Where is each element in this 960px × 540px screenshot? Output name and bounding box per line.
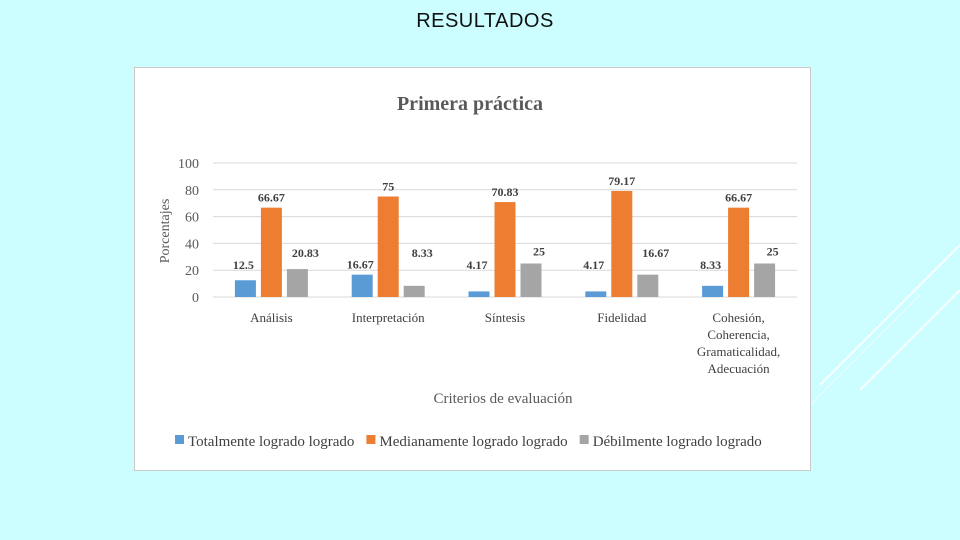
bar — [585, 291, 607, 297]
x-tick-label-line: Cohesión, — [712, 310, 764, 325]
data-label: 16.67 — [347, 258, 374, 272]
x-tick-label: Síntesis — [485, 310, 525, 325]
bar — [728, 207, 750, 297]
legend-swatch — [579, 435, 589, 444]
x-tick-label: Interpretación — [352, 310, 425, 325]
data-label: 8.33 — [700, 258, 721, 272]
bar — [611, 190, 633, 297]
slide-title: RESULTADOS — [416, 10, 554, 32]
x-tick-label-line: Gramaticalidad, — [697, 344, 780, 359]
data-label: 16.67 — [642, 246, 669, 260]
data-label: 12.5 — [233, 258, 254, 272]
bar — [468, 291, 490, 297]
data-label: 4.17 — [467, 258, 488, 272]
x-tick-label-line: Adecuación — [708, 361, 771, 376]
data-label: 75 — [382, 180, 394, 194]
data-label: 20.83 — [292, 246, 319, 260]
x-axis-label: Criterios de evaluación — [433, 391, 573, 407]
data-label: 25 — [767, 245, 779, 259]
data-label: 66.67 — [725, 191, 752, 205]
x-tick-label-line: Interpretación — [352, 310, 425, 325]
bar — [260, 207, 282, 297]
y-tick-label: 80 — [185, 184, 199, 199]
chart-title: Primera práctica — [397, 93, 543, 115]
decorative-lines — [809, 244, 960, 406]
bar — [403, 285, 425, 297]
data-label: 70.83 — [492, 185, 519, 199]
bar — [702, 285, 724, 297]
x-tick-label-line: Fidelidad — [597, 310, 647, 325]
bar — [377, 196, 399, 297]
data-label: 8.33 — [412, 246, 433, 260]
bar — [520, 263, 542, 297]
legend-label: Débilmente logrado logrado — [593, 434, 762, 450]
x-tick-label: Cohesión, Coherencia, Gramaticalidad, Adecu… — [697, 310, 780, 376]
bar — [754, 263, 776, 297]
y-axis-label: Porcentajes — [158, 199, 173, 264]
data-label: 79.17 — [608, 174, 635, 188]
legend-swatch — [366, 435, 376, 444]
x-tick-label: Análisis — [250, 310, 293, 325]
bar — [494, 202, 516, 297]
data-label: 25 — [533, 245, 545, 259]
data-label: 66.67 — [258, 191, 285, 205]
y-tick-label: 100 — [178, 157, 199, 172]
data-label: 4.17 — [583, 258, 604, 272]
legend-swatch — [175, 435, 184, 444]
legend-label: Medianamente logrado logrado — [379, 434, 567, 450]
x-tick-label-line: Análisis — [250, 310, 293, 325]
y-tick-label: 40 — [185, 237, 199, 252]
x-tick-label-line: Síntesis — [485, 310, 525, 325]
chart-panel: Primera práctica 0 20 40 60 80 100 Porcentaje… — [134, 67, 811, 471]
x-tick-label-line: Coherencia, — [707, 327, 769, 342]
bar-chart: Primera práctica 0 20 40 60 80 100 Porcentaje… — [158, 93, 797, 450]
x-tick-label: Fidelidad — [597, 310, 647, 325]
bar — [351, 274, 373, 297]
bar — [234, 280, 256, 297]
y-tick-label: 20 — [185, 264, 199, 279]
legend-label: Totalmente logrado logrado — [188, 434, 354, 450]
y-tick-label: 0 — [192, 291, 199, 306]
bar — [637, 274, 659, 297]
bar — [286, 269, 308, 297]
y-tick-label: 60 — [185, 211, 199, 226]
